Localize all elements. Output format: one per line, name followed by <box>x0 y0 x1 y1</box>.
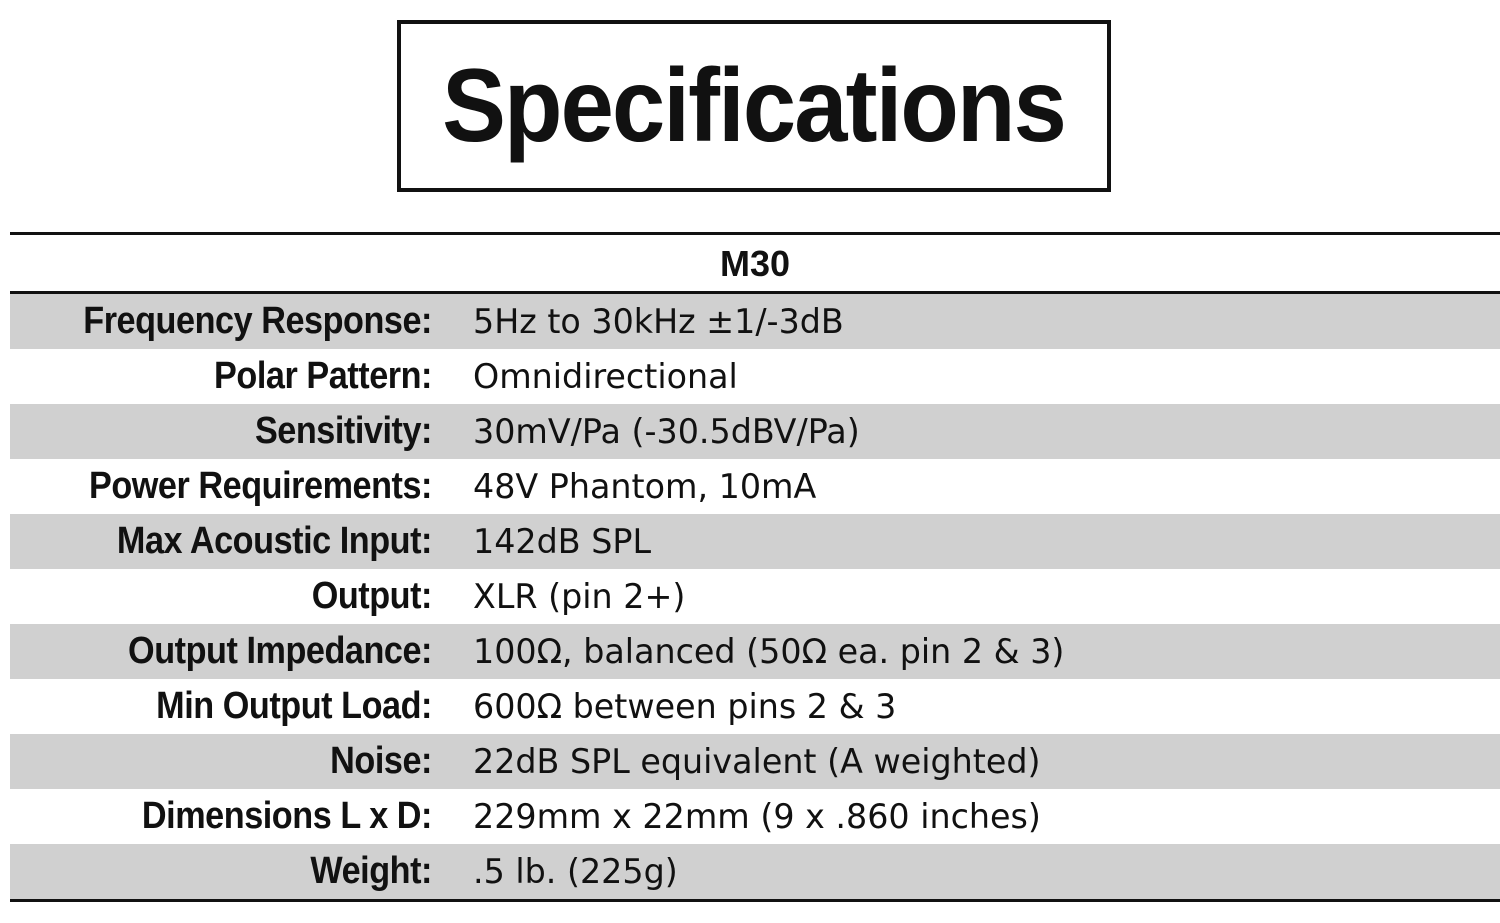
spec-value: Omnidirectional <box>473 356 738 397</box>
spec-label: Power Requirements: <box>88 465 432 507</box>
spec-label: Sensitivity: <box>254 410 433 452</box>
spec-row-polar-pattern: Polar Pattern: Omnidirectional <box>10 349 1500 404</box>
spec-value: 600Ω between pins 2 & 3 <box>473 686 897 727</box>
spec-label: Max Acoustic Input: <box>116 520 433 562</box>
header-rule <box>10 291 1500 294</box>
spec-value: .5 lb. (225g) <box>473 851 678 892</box>
spec-row-sensitivity: Sensitivity: 30mV/Pa (-30.5dBV/Pa) <box>10 404 1500 459</box>
spec-value: 22dB SPL equivalent (A weighted) <box>473 741 1041 782</box>
spec-label: Weight: <box>310 850 432 892</box>
spec-row-frequency-response: Frequency Response: 5Hz to 30kHz ±1/-3dB <box>10 294 1500 349</box>
spec-label: Polar Pattern: <box>214 355 432 397</box>
spec-row-noise: Noise: 22dB SPL equivalent (A weighted) <box>10 734 1500 789</box>
title-box: Specifications <box>397 20 1111 192</box>
spec-row-output-impedance: Output Impedance: 100Ω, balanced (50Ω ea… <box>10 624 1500 679</box>
spec-row-min-output-load: Min Output Load: 600Ω between pins 2 & 3 <box>10 679 1500 734</box>
spec-row-weight: Weight: .5 lb. (225g) <box>10 844 1500 899</box>
spec-value: 142dB SPL <box>473 521 652 562</box>
page-title: Specifications <box>442 48 1068 164</box>
spec-label: Frequency Response: <box>83 300 433 342</box>
spec-label: Noise: <box>330 740 432 782</box>
spec-row-output: Output: XLR (pin 2+) <box>10 569 1500 624</box>
spec-value: 229mm x 22mm (9 x .860 inches) <box>473 796 1041 837</box>
spec-row-power-requirements: Power Requirements: 48V Phantom, 10mA <box>10 459 1500 514</box>
spec-value: XLR (pin 2+) <box>473 576 686 617</box>
spec-label: Output: <box>311 575 433 617</box>
table-bottom-rule <box>10 899 1500 902</box>
table-top-rule <box>10 232 1500 235</box>
spec-row-max-acoustic-input: Max Acoustic Input: 142dB SPL <box>10 514 1500 569</box>
spec-value: 5Hz to 30kHz ±1/-3dB <box>473 301 844 342</box>
spec-label: Min Output Load: <box>156 685 432 727</box>
spec-label: Dimensions L x D: <box>141 795 433 837</box>
model-header: M30 <box>719 242 791 284</box>
spec-label: Output Impedance: <box>128 630 432 672</box>
spec-table: Frequency Response: 5Hz to 30kHz ±1/-3dB… <box>10 294 1500 899</box>
spec-value: 100Ω, balanced (50Ω ea. pin 2 & 3) <box>473 631 1065 672</box>
spec-value: 30mV/Pa (-30.5dBV/Pa) <box>473 411 860 452</box>
spec-value: 48V Phantom, 10mA <box>473 466 817 507</box>
spec-row-dimensions: Dimensions L x D: 229mm x 22mm (9 x .860… <box>10 789 1500 844</box>
